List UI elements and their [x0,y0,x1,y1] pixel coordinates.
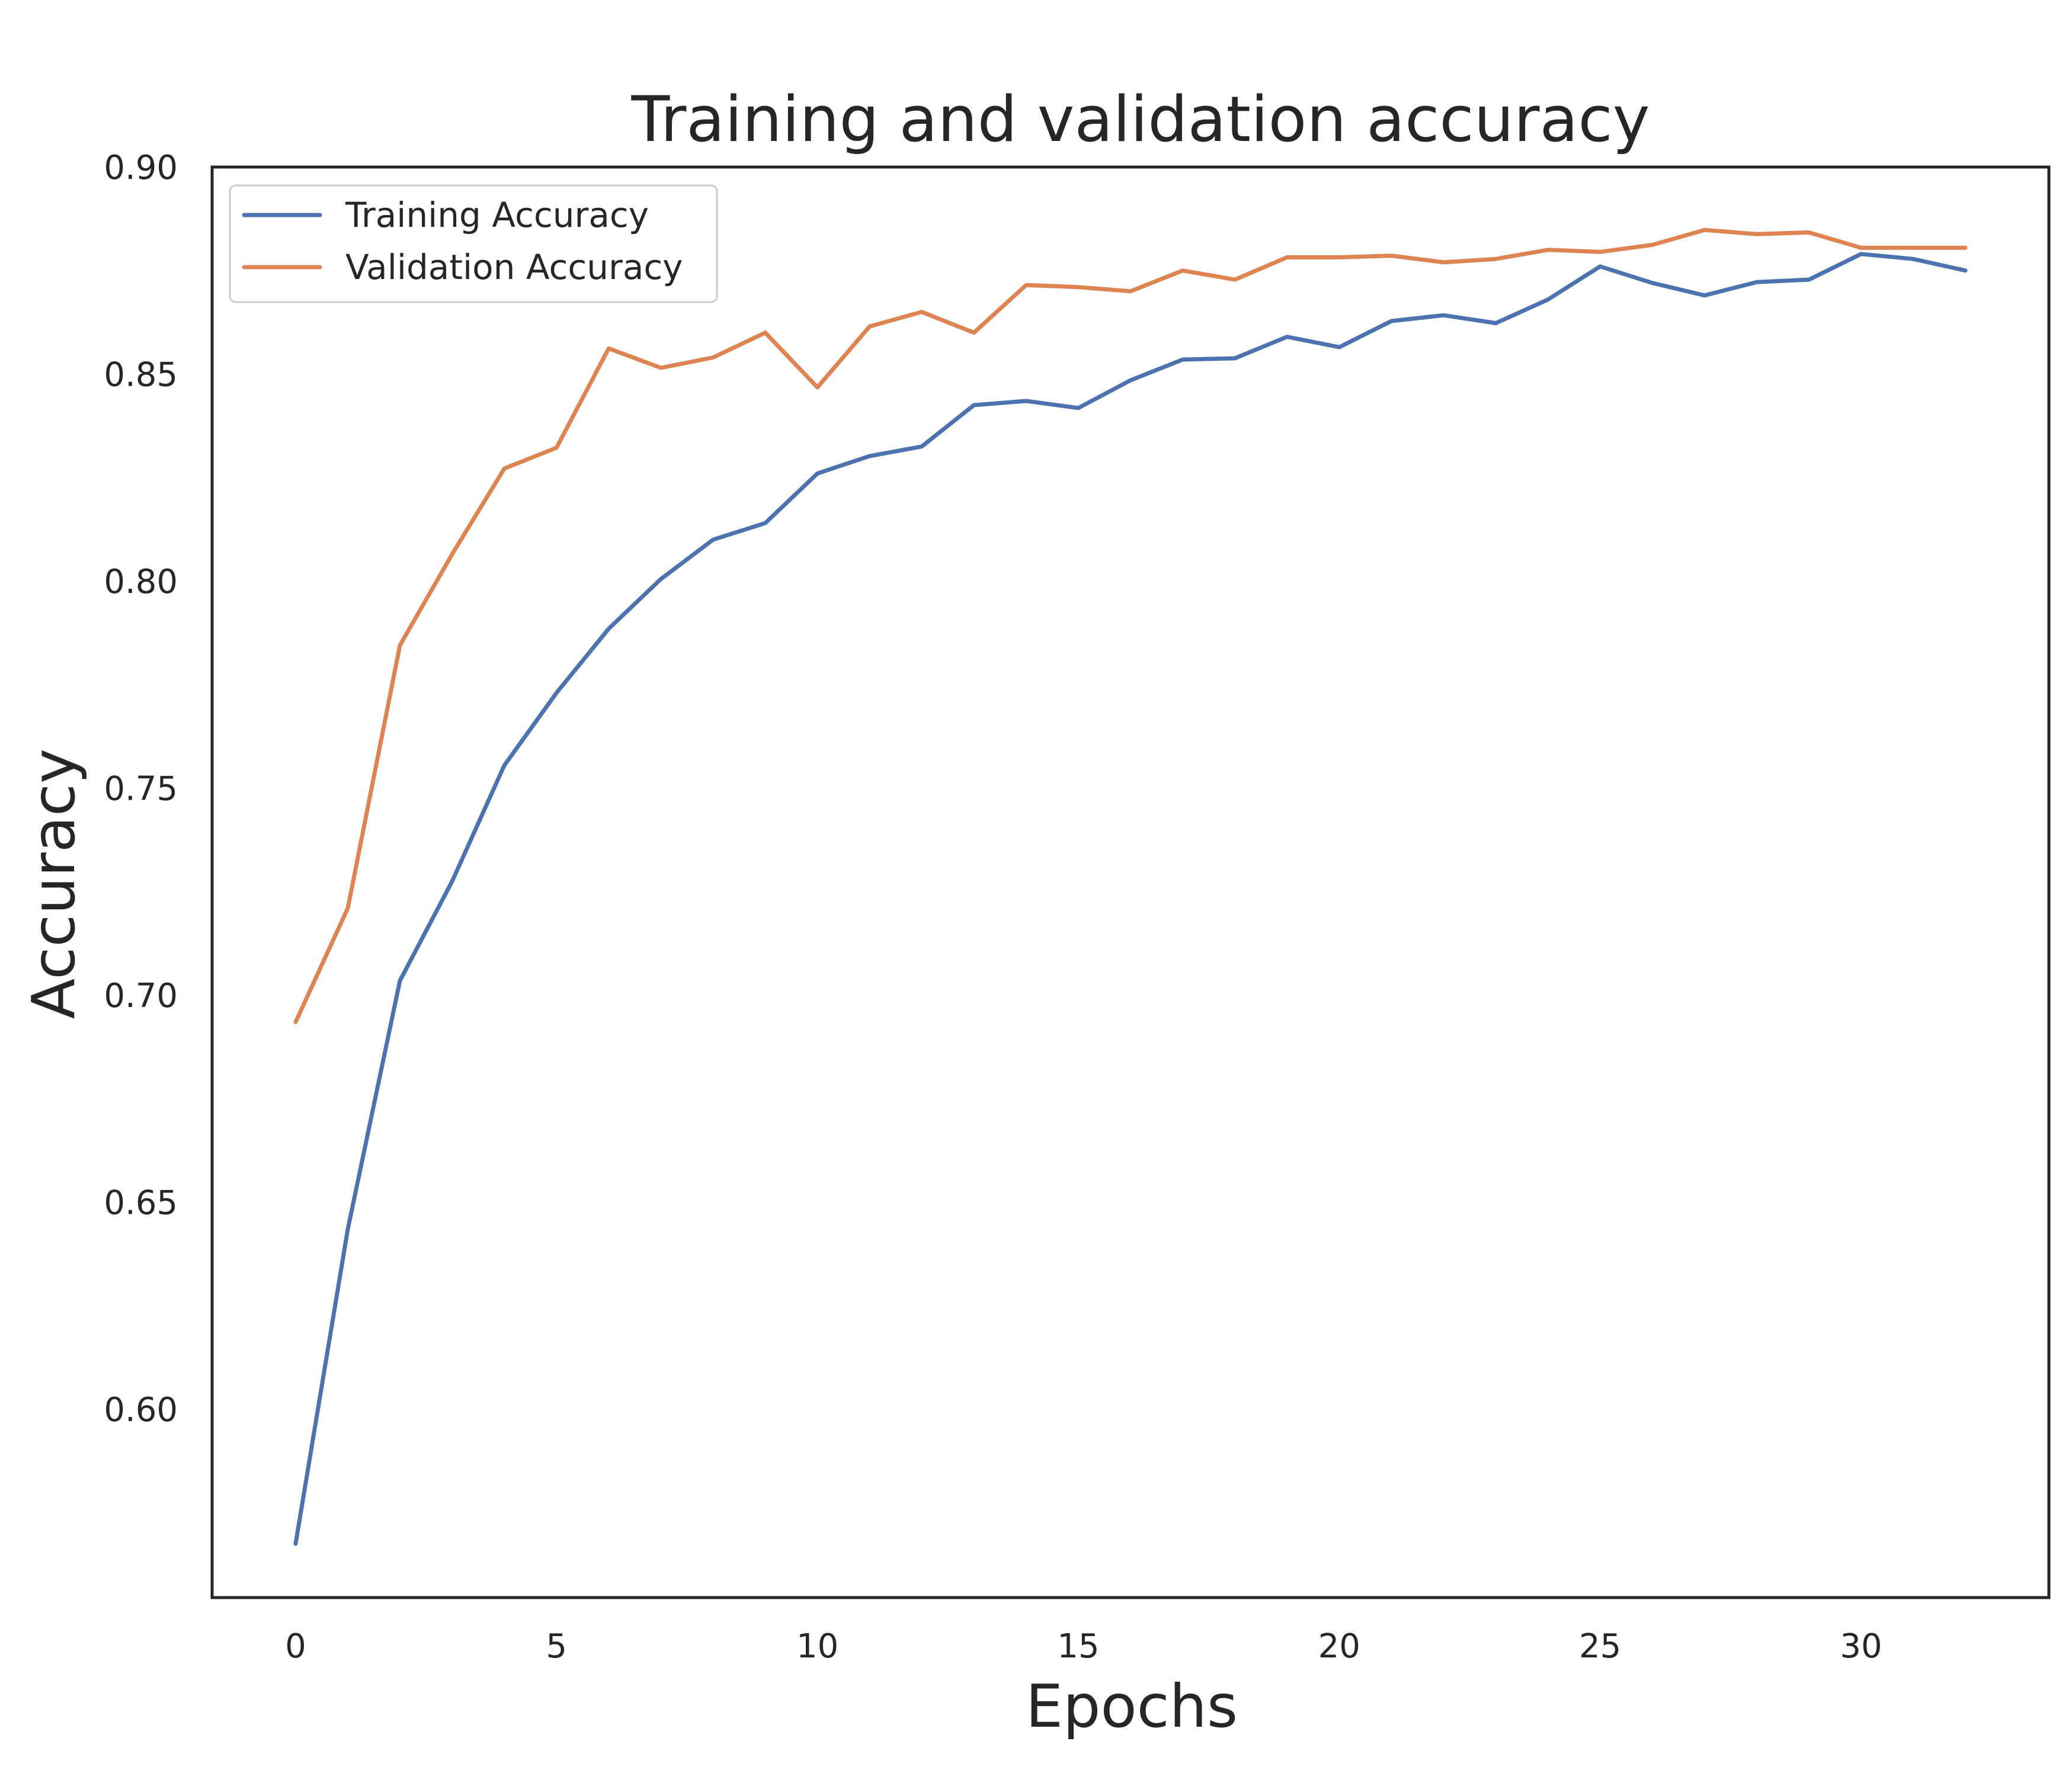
y-tick-label: 0.75 [104,769,178,808]
y-tick-label: 0.80 [104,563,178,601]
y-axis-label: Accuracy [19,749,88,1019]
x-tick-label: 25 [1579,1627,1621,1666]
x-tick-label: 5 [546,1627,567,1666]
y-tick-label: 0.70 [104,977,178,1015]
legend-label: Training Accuracy [345,195,649,235]
y-tick-label: 0.90 [104,149,178,187]
x-tick-label: 30 [1840,1627,1882,1666]
plot-area [212,167,2049,1598]
legend-box [229,184,718,303]
x-tick-label: 15 [1057,1627,1099,1666]
series-line-training-accuracy [293,252,1968,1546]
x-tick-label: 0 [285,1627,306,1666]
series-layer [293,227,1968,1546]
axes-layer: 0 5 10 15 20 25 30 0.60 0.65 0.70 0.75 0.80 0.85 0.90 [104,149,2051,1666]
plot-frame [210,165,2051,1599]
series-line-validation-accuracy [293,227,1968,1024]
legend-label: Validation Accuracy [345,247,683,287]
y-tick-label: 0.60 [104,1391,178,1429]
chart-title: Training and validation accuracy [631,83,1650,156]
y-tick-label: 0.85 [104,355,178,394]
plot-background [212,167,2049,1598]
legend: Training Accuracy Validation Accuracy [229,184,718,303]
x-axis-label: Epochs [1026,1672,1238,1741]
y-tick-label: 0.65 [104,1184,178,1222]
x-tick-label: 20 [1318,1627,1360,1666]
x-tick-label: 10 [796,1627,838,1666]
